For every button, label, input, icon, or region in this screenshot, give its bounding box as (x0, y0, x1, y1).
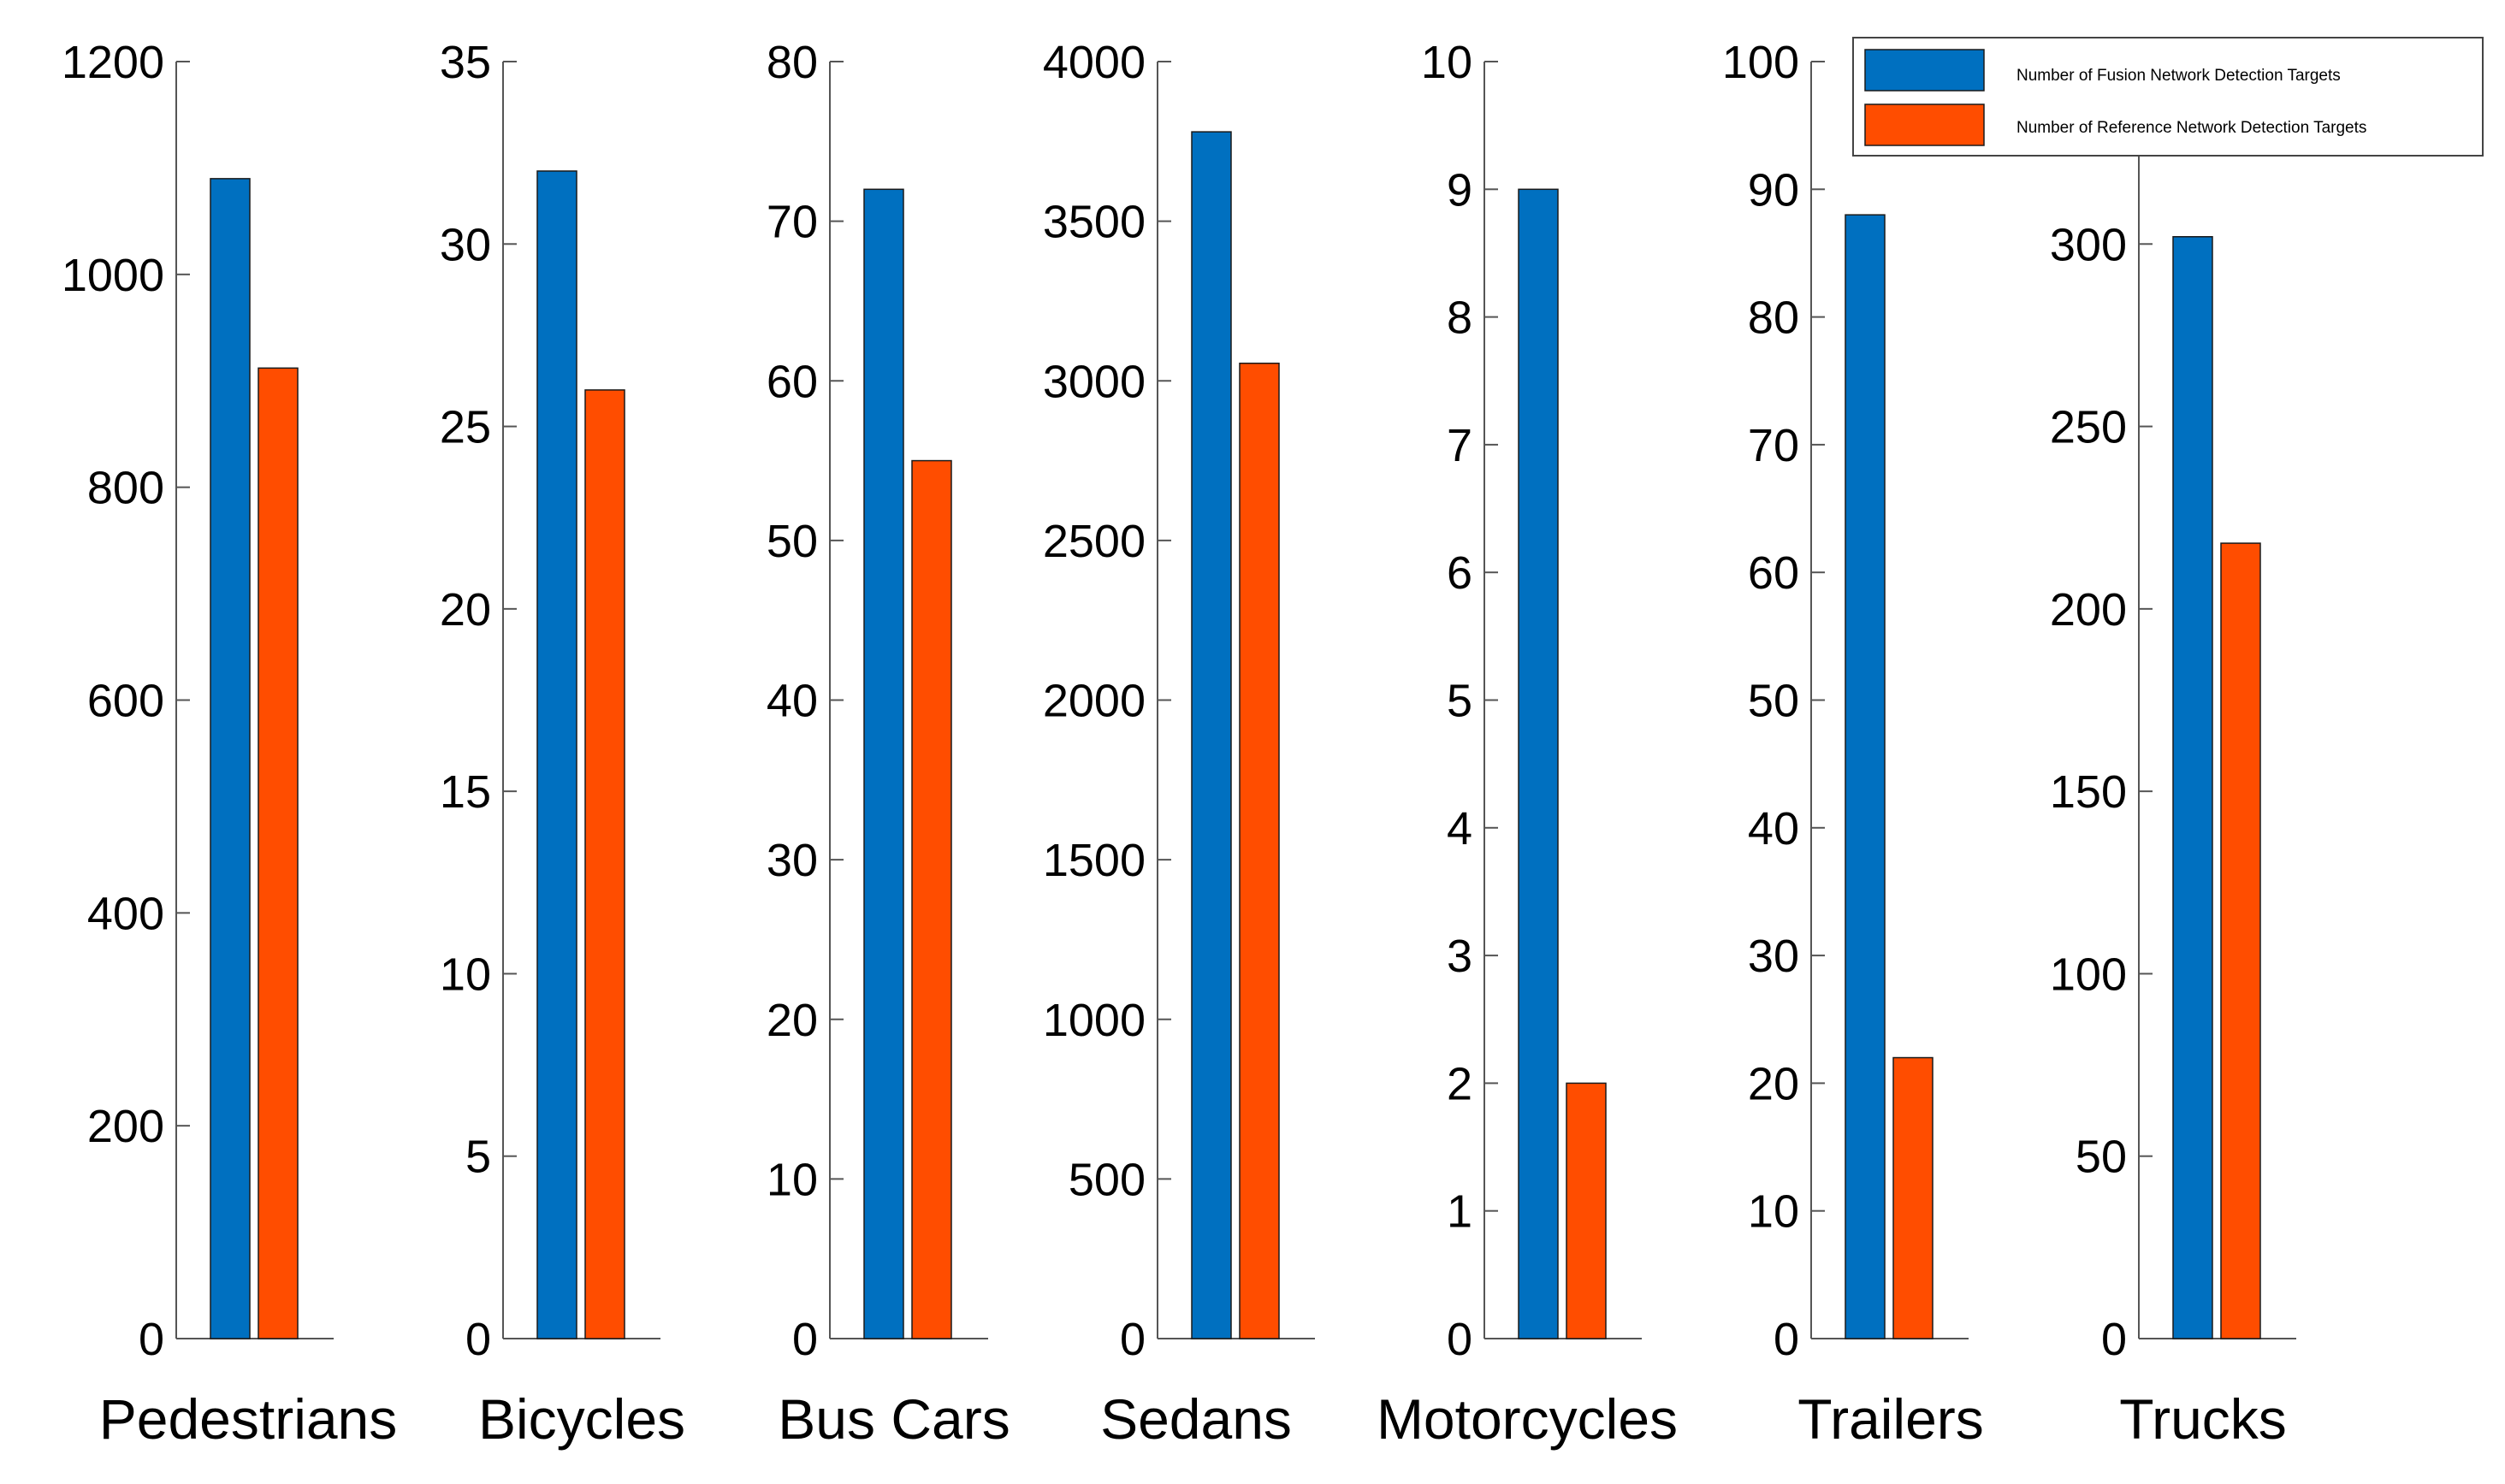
y-tick-label-bicycles: 15 (440, 766, 491, 818)
bar-motorcycles-reference (1566, 1082, 1607, 1339)
y-tick-label-motorcycles: 1 (1447, 1186, 1472, 1238)
bar-trucks-fusion (2172, 236, 2213, 1339)
y-tick-label-trailers: 50 (1748, 676, 1799, 727)
legend-swatch-fusion (1864, 49, 1985, 92)
y-tick-label-bicycles: 35 (440, 37, 491, 88)
y-tick-label-bus-cars: 80 (767, 37, 818, 88)
category-label-pedestrians: Pedestrians (99, 1387, 398, 1451)
y-tick-label-pedestrians: 200 (87, 1101, 164, 1152)
y-tick-label-bus-cars: 30 (767, 835, 818, 886)
y-tick-label-bicycles: 20 (440, 584, 491, 636)
panel-bus-cars: 0 10 20 30 40 50 60 70 80 Bus Cars (767, 37, 1010, 1451)
y-tick-label-trucks: 300 (2050, 219, 2127, 270)
y-tick-label-pedestrians: 1200 (62, 37, 164, 88)
y-tick-label-trucks: 100 (2050, 949, 2127, 1000)
panel-sedans: 0 500 1000 1500 2000 2500 3000 3500 4000 Sedans (1043, 37, 1315, 1451)
y-tick-label-trailers: 60 (1748, 547, 1799, 599)
bar-bicycles-fusion (536, 170, 577, 1339)
panel-trailers: 0 10 20 30 40 50 60 70 80 90 100 Trailers (1722, 37, 1984, 1451)
y-tick-label-trucks: 200 (2050, 584, 2127, 636)
y-tick-label-motorcycles: 4 (1447, 803, 1472, 854)
y-tick-label-trailers: 40 (1748, 803, 1799, 854)
panel-pedestrians: 0 200 400 600 800 1000 1200 Pedestrians (62, 37, 397, 1451)
y-tick-label-bus-cars: 50 (767, 516, 818, 567)
y-tick-label-bus-cars: 70 (767, 197, 818, 248)
y-tick-label-sedans: 3000 (1043, 356, 1146, 407)
panel-trucks: 0 50 100 150 200 250 300 Trucks (2050, 62, 2296, 1451)
panel-motorcycles: 0 1 2 3 4 5 6 7 8 9 10 Motorcycles (1377, 37, 1678, 1451)
legend: Number of Fusion Network Detection Targe… (1852, 37, 2484, 157)
panel-bicycles: 0 5 10 15 20 25 30 35 Bicycles (440, 37, 685, 1451)
y-tick-label-bus-cars: 0 (792, 1314, 818, 1365)
y-tick-label-trailers: 0 (1774, 1314, 1799, 1365)
legend-label-reference: Number of Reference Network Detection Ta… (2016, 119, 2366, 137)
bar-sedans-fusion (1191, 131, 1232, 1339)
y-tick-label-bicycles: 30 (440, 219, 491, 270)
bar-bus-cars-reference (911, 459, 952, 1339)
y-tick-label-motorcycles: 0 (1447, 1314, 1472, 1365)
y-tick-label-pedestrians: 600 (87, 676, 164, 727)
y-tick-label-bicycles: 0 (465, 1314, 491, 1365)
bar-trucks-reference (2220, 542, 2261, 1339)
y-tick-label-sedans: 0 (1120, 1314, 1146, 1365)
category-label-bus-cars: Bus Cars (778, 1387, 1010, 1451)
y-tick-label-motorcycles: 8 (1447, 293, 1472, 344)
y-tick-label-trailers: 80 (1748, 293, 1799, 344)
bar-sedans-reference (1239, 362, 1280, 1339)
y-tick-label-sedans: 4000 (1043, 37, 1146, 88)
y-tick-label-motorcycles: 2 (1447, 1058, 1472, 1109)
y-tick-label-sedans: 2000 (1043, 676, 1146, 727)
y-tick-label-sedans: 1000 (1043, 995, 1146, 1046)
y-tick-label-trucks: 250 (2050, 402, 2127, 453)
y-tick-label-trailers: 90 (1748, 164, 1799, 216)
y-tick-label-pedestrians: 1000 (62, 250, 164, 301)
y-tick-label-motorcycles: 10 (1421, 37, 1472, 88)
y-tick-label-trucks: 50 (2076, 1132, 2127, 1183)
legend-swatch-reference (1864, 103, 1985, 146)
y-tick-label-trailers: 100 (1722, 37, 1799, 88)
y-tick-label-trucks: 150 (2050, 766, 2127, 818)
y-tick-label-sedans: 500 (1069, 1154, 1146, 1205)
y-tick-label-motorcycles: 9 (1447, 164, 1472, 216)
category-label-trailers: Trailers (1797, 1387, 1984, 1451)
category-label-bicycles: Bicycles (478, 1387, 685, 1451)
category-label-trucks: Trucks (2119, 1387, 2287, 1451)
y-tick-label-bus-cars: 10 (767, 1154, 818, 1205)
bar-bicycles-reference (584, 389, 625, 1339)
y-tick-label-trailers: 10 (1748, 1186, 1799, 1238)
legend-label-fusion: Number of Fusion Network Detection Targe… (2016, 67, 2341, 85)
y-tick-label-motorcycles: 5 (1447, 676, 1472, 727)
category-label-sedans: Sedans (1100, 1387, 1292, 1451)
category-label-motorcycles: Motorcycles (1377, 1387, 1678, 1451)
bar-pedestrians-fusion (210, 178, 251, 1339)
y-tick-label-bus-cars: 60 (767, 356, 818, 407)
y-tick-label-pedestrians: 400 (87, 888, 164, 939)
y-tick-label-motorcycles: 3 (1447, 931, 1472, 982)
y-tick-label-trailers: 70 (1748, 420, 1799, 471)
y-tick-label-bicycles: 10 (440, 949, 491, 1000)
bar-pedestrians-reference (258, 367, 299, 1339)
y-tick-label-motorcycles: 7 (1447, 420, 1472, 471)
y-tick-label-bus-cars: 20 (767, 995, 818, 1046)
y-tick-label-trucks: 0 (2101, 1314, 2127, 1365)
y-tick-label-pedestrians: 800 (87, 463, 164, 514)
bar-motorcycles-fusion (1518, 188, 1559, 1339)
y-tick-label-sedans: 1500 (1043, 835, 1146, 886)
y-tick-label-bicycles: 25 (440, 402, 491, 453)
y-tick-label-bicycles: 5 (465, 1132, 491, 1183)
bar-trailers-reference (1892, 1056, 1934, 1339)
y-tick-label-pedestrians: 0 (139, 1314, 164, 1365)
bar-bus-cars-fusion (863, 188, 904, 1339)
y-tick-label-sedans: 3500 (1043, 197, 1146, 248)
bar-trailers-fusion (1845, 214, 1886, 1339)
y-tick-label-sedans: 2500 (1043, 516, 1146, 567)
y-tick-label-bus-cars: 40 (767, 676, 818, 727)
y-tick-label-motorcycles: 6 (1447, 547, 1472, 599)
y-tick-label-trailers: 20 (1748, 1058, 1799, 1109)
y-tick-label-trailers: 30 (1748, 931, 1799, 982)
